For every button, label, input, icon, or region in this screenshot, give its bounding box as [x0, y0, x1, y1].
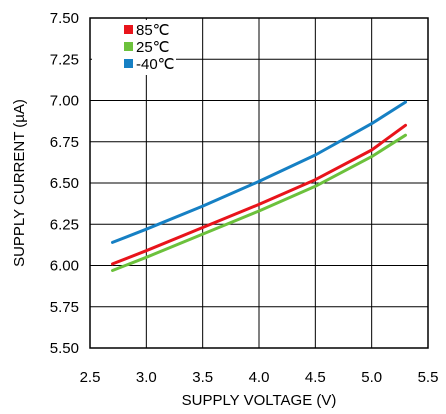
plot-frame [89, 17, 429, 349]
y-tick-label: 6.25 [50, 216, 79, 233]
y-tick-label: 7.50 [50, 10, 79, 27]
x-tick-label: 2.5 [80, 369, 101, 386]
y-axis-ticks: 5.50 5.75 6.00 6.25 6.50 6.75 7.00 7.25 7.50 [50, 10, 79, 357]
x-tick-label: 5.0 [361, 369, 382, 386]
y-tick-label: 6.00 [50, 258, 79, 275]
x-tick-label: 3.5 [192, 369, 213, 386]
x-tick-label: 4.0 [249, 369, 270, 386]
series-lines [111, 100, 407, 272]
legend-swatch [124, 42, 133, 51]
legend-background [92, 20, 176, 75]
legend-label: 85℃ [136, 22, 170, 39]
y-tick-label: 5.75 [50, 299, 79, 316]
legend-swatch [124, 25, 133, 34]
y-tick-label: 7.00 [50, 93, 79, 110]
x-axis-ticks: 2.5 3.0 3.5 4.0 4.5 5.0 5.5 [80, 369, 439, 386]
x-tick-label: 3.0 [136, 369, 157, 386]
legend-swatch [124, 59, 133, 68]
legend-label: 25℃ [136, 39, 170, 56]
y-tick-label: 7.25 [50, 51, 79, 68]
x-tick-label: 4.5 [305, 369, 326, 386]
x-axis-label: SUPPLY VOLTAGE (V) [182, 392, 337, 409]
series-line-2 [111, 100, 407, 244]
y-tick-label: 6.50 [50, 175, 79, 192]
legend-label: -40℃ [136, 56, 175, 73]
series-line-1 [111, 133, 407, 272]
x-tick-label: 5.5 [418, 369, 439, 386]
y-tick-label: 5.50 [50, 340, 79, 357]
series-line-0 [111, 123, 407, 266]
y-axis-label: SUPPLY CURRENT (µA) [11, 99, 28, 267]
legend: 85℃25℃-40℃ [92, 20, 176, 75]
y-tick-label: 6.75 [50, 134, 79, 151]
